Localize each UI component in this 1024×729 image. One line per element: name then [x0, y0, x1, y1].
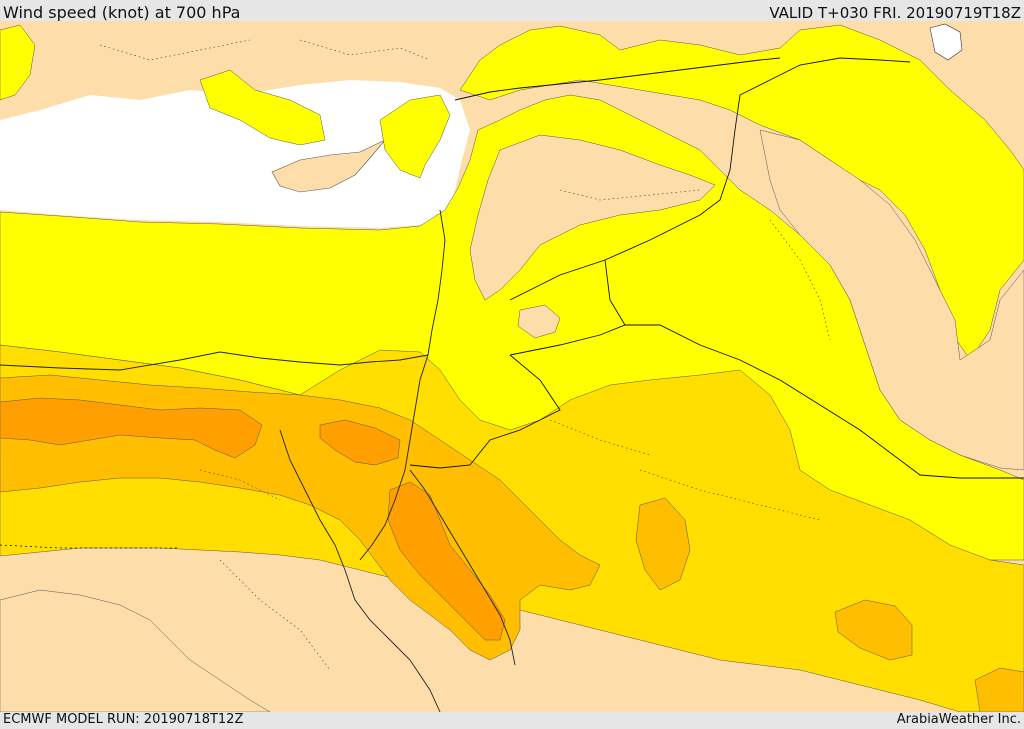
valid-time-label: VALID T+030 FRI. 20190719T18Z: [769, 4, 1021, 22]
wind-speed-map: [0, 21, 1024, 712]
credit-label: ArabiaWeather Inc.: [897, 712, 1021, 727]
map-title: Wind speed (knot) at 700 hPa: [3, 3, 240, 22]
model-run-label: ECMWF MODEL RUN: 20190718T12Z: [3, 712, 243, 727]
